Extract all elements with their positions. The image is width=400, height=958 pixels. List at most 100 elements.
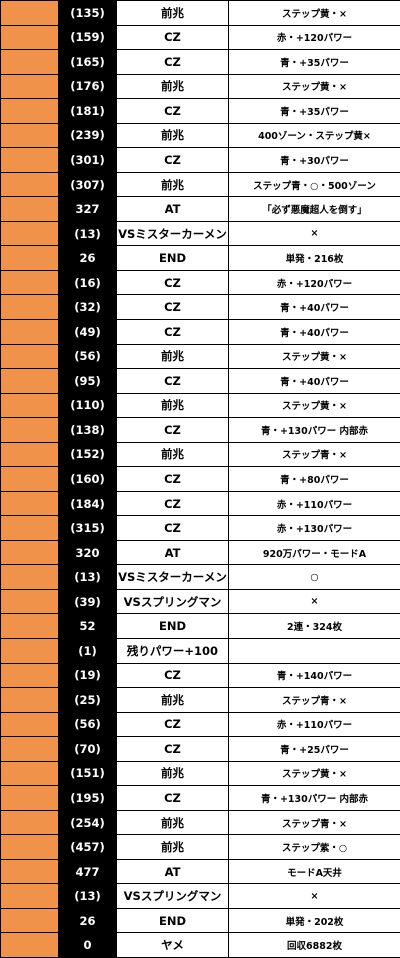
event-type-cell: 前兆 — [117, 393, 229, 419]
row-accent-cell — [1, 589, 59, 615]
row-accent-cell — [1, 123, 59, 149]
event-type-cell: AT — [117, 540, 229, 566]
row-accent-cell — [1, 197, 59, 222]
event-detail-cell: 赤・+110パワー — [229, 712, 400, 738]
row-accent-cell — [1, 418, 59, 443]
event-detail-cell: 400ゾーン・ステップ黄× — [229, 123, 400, 149]
game-count-cell: 26 — [59, 246, 117, 271]
event-detail-cell: 青・+80パワー — [229, 467, 400, 492]
game-count-cell: (1) — [59, 639, 117, 664]
row-accent-cell — [1, 639, 59, 664]
game-count-cell: (13) — [59, 884, 117, 909]
event-type-cell: CZ — [117, 712, 229, 738]
event-type-cell: CZ — [117, 320, 229, 345]
game-count-cell: (56) — [59, 344, 117, 370]
event-detail-cell: 青・+40パワー — [229, 320, 400, 345]
event-type-cell: 前兆 — [117, 761, 229, 787]
event-detail-cell: × — [229, 221, 400, 247]
row-accent-cell — [1, 908, 59, 934]
event-type-cell: 前兆 — [117, 344, 229, 370]
event-detail-cell: 赤・+130パワー — [229, 516, 400, 541]
event-detail-cell: 青・+40パワー — [229, 295, 400, 320]
event-detail-cell: 青・+140パワー — [229, 663, 400, 689]
row-accent-cell — [1, 786, 59, 811]
event-type-cell: CZ — [117, 270, 229, 296]
event-detail-cell: 青・+25パワー — [229, 737, 400, 762]
row-accent-cell — [1, 737, 59, 762]
event-type-cell: 前兆 — [117, 810, 229, 836]
event-detail-cell: 「必ず悪魔超人を倒す」 — [229, 197, 400, 222]
row-accent-cell — [1, 25, 59, 51]
event-detail-cell: 青・+35パワー — [229, 50, 400, 75]
event-type-cell: CZ — [117, 295, 229, 320]
row-accent-cell — [1, 172, 59, 198]
game-count-cell: (239) — [59, 123, 117, 149]
row-accent-cell — [1, 933, 59, 958]
event-detail-cell: ステップ黄・× — [229, 344, 400, 370]
event-type-cell: END — [117, 246, 229, 271]
game-count-cell: (152) — [59, 442, 117, 468]
event-type-cell: 前兆 — [117, 74, 229, 100]
game-count-cell: (301) — [59, 148, 117, 173]
game-count-cell: 320 — [59, 540, 117, 566]
event-type-cell: CZ — [117, 25, 229, 51]
event-type-cell: CZ — [117, 737, 229, 762]
event-type-cell: CZ — [117, 491, 229, 517]
game-count-cell: (49) — [59, 320, 117, 345]
event-detail-cell: 青・+30パワー — [229, 148, 400, 173]
event-detail-cell: 青・+130パワー 内部赤 — [229, 418, 400, 443]
game-count-cell: (19) — [59, 663, 117, 689]
event-detail-cell: モードA天井 — [229, 859, 400, 885]
row-accent-cell — [1, 442, 59, 468]
game-count-cell: (16) — [59, 270, 117, 296]
game-count-cell: (70) — [59, 737, 117, 762]
event-detail-cell: ステップ青・○・500ゾーン — [229, 172, 400, 198]
event-type-cell: VSスプリングマン — [117, 589, 229, 615]
game-count-cell: (95) — [59, 369, 117, 394]
row-accent-cell — [1, 810, 59, 836]
row-accent-cell — [1, 344, 59, 370]
row-accent-cell — [1, 663, 59, 689]
row-accent-cell — [1, 761, 59, 787]
event-type-cell: VSミスターカーメン — [117, 221, 229, 247]
event-detail-cell: 回収6882枚 — [229, 933, 400, 958]
event-detail-cell: ステップ青・× — [229, 688, 400, 713]
event-type-cell: CZ — [117, 418, 229, 443]
row-accent-cell — [1, 246, 59, 271]
row-accent-cell — [1, 859, 59, 885]
event-type-cell: CZ — [117, 148, 229, 173]
event-type-cell: CZ — [117, 663, 229, 689]
event-type-cell: CZ — [117, 369, 229, 394]
event-type-cell: AT — [117, 859, 229, 885]
row-accent-cell — [1, 516, 59, 541]
event-detail-cell: ステップ青・× — [229, 810, 400, 836]
event-detail-cell: ステップ黄・× — [229, 393, 400, 419]
game-count-cell: (151) — [59, 761, 117, 787]
game-count-cell: (56) — [59, 712, 117, 738]
game-count-cell: (25) — [59, 688, 117, 713]
game-count-cell: (159) — [59, 25, 117, 51]
event-type-cell: 前兆 — [117, 688, 229, 713]
row-accent-cell — [1, 74, 59, 100]
event-type-cell: 前兆 — [117, 123, 229, 149]
event-type-cell: END — [117, 908, 229, 934]
event-detail-cell: ステップ黄・× — [229, 761, 400, 787]
game-count-cell: (110) — [59, 393, 117, 419]
event-type-cell: 前兆 — [117, 172, 229, 198]
game-count-cell: (457) — [59, 835, 117, 860]
event-type-cell: CZ — [117, 50, 229, 75]
row-accent-cell — [1, 295, 59, 320]
row-accent-cell — [1, 688, 59, 713]
row-accent-cell — [1, 1, 59, 26]
game-count-cell: 477 — [59, 859, 117, 885]
row-accent-cell — [1, 884, 59, 909]
row-accent-cell — [1, 835, 59, 860]
row-accent-cell — [1, 221, 59, 247]
row-accent-cell — [1, 712, 59, 738]
event-type-cell: END — [117, 614, 229, 639]
event-detail-cell: ステップ黄・× — [229, 74, 400, 100]
event-type-cell: ヤメ — [117, 933, 229, 958]
game-count-cell: (181) — [59, 99, 117, 124]
row-accent-cell — [1, 467, 59, 492]
event-detail-cell: 2連・324枚 — [229, 614, 400, 639]
